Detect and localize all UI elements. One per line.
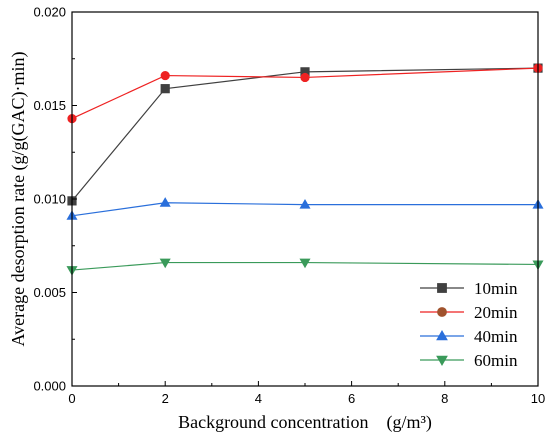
plot-area xyxy=(66,63,544,276)
x-tick-label: 4 xyxy=(255,391,262,406)
data-point xyxy=(159,197,171,207)
legend-entry: 40min xyxy=(420,327,518,346)
y-tick-label: 0.015 xyxy=(33,98,66,113)
legend-marker xyxy=(437,307,447,317)
legend: 10min 20min 40min 60min xyxy=(420,279,518,370)
data-point xyxy=(159,258,171,269)
legend-marker xyxy=(436,330,448,341)
x-tick-label: 8 xyxy=(441,391,448,406)
series-line xyxy=(71,261,539,271)
legend-label: 20min xyxy=(474,303,518,322)
x-tick-label: 2 xyxy=(162,391,169,406)
series-10min xyxy=(67,63,543,206)
x-tick-label: 10 xyxy=(531,391,545,406)
legend-label: 40min xyxy=(474,327,518,346)
y-tick-label: 0.000 xyxy=(33,379,66,394)
legend-label: 60min xyxy=(474,351,518,370)
data-point xyxy=(160,84,170,94)
y-axis-title: Average desorption rate (g/g(GAC)·min) xyxy=(8,51,29,346)
series-line xyxy=(71,67,539,120)
legend-marker xyxy=(437,283,447,293)
y-tick-label: 0.020 xyxy=(33,5,66,20)
series-40min xyxy=(66,197,544,220)
series-60min xyxy=(66,258,544,276)
y-tick-label: 0.005 xyxy=(33,285,66,300)
data-point xyxy=(299,258,311,269)
series-20min xyxy=(67,63,543,124)
axes: 0 2 4 6 8 10 0.000 0.005 0.010 0.015 0.020 xyxy=(33,5,545,407)
data-point xyxy=(160,70,170,81)
legend-label: 10min xyxy=(474,279,518,298)
data-point xyxy=(299,198,311,209)
x-axis-title: Background concentration (g/m³) xyxy=(178,412,432,433)
legend-entry: 10min xyxy=(420,279,518,298)
legend-marker xyxy=(436,355,448,366)
legend-entry: 20min xyxy=(420,303,518,322)
y-tick-label: 0.010 xyxy=(33,192,66,207)
data-point xyxy=(300,72,310,83)
x-tick-label: 0 xyxy=(68,391,75,406)
series-line xyxy=(71,202,538,217)
series-line xyxy=(71,67,539,202)
x-tick-label: 6 xyxy=(348,391,355,406)
legend-entry: 60min xyxy=(420,351,518,370)
